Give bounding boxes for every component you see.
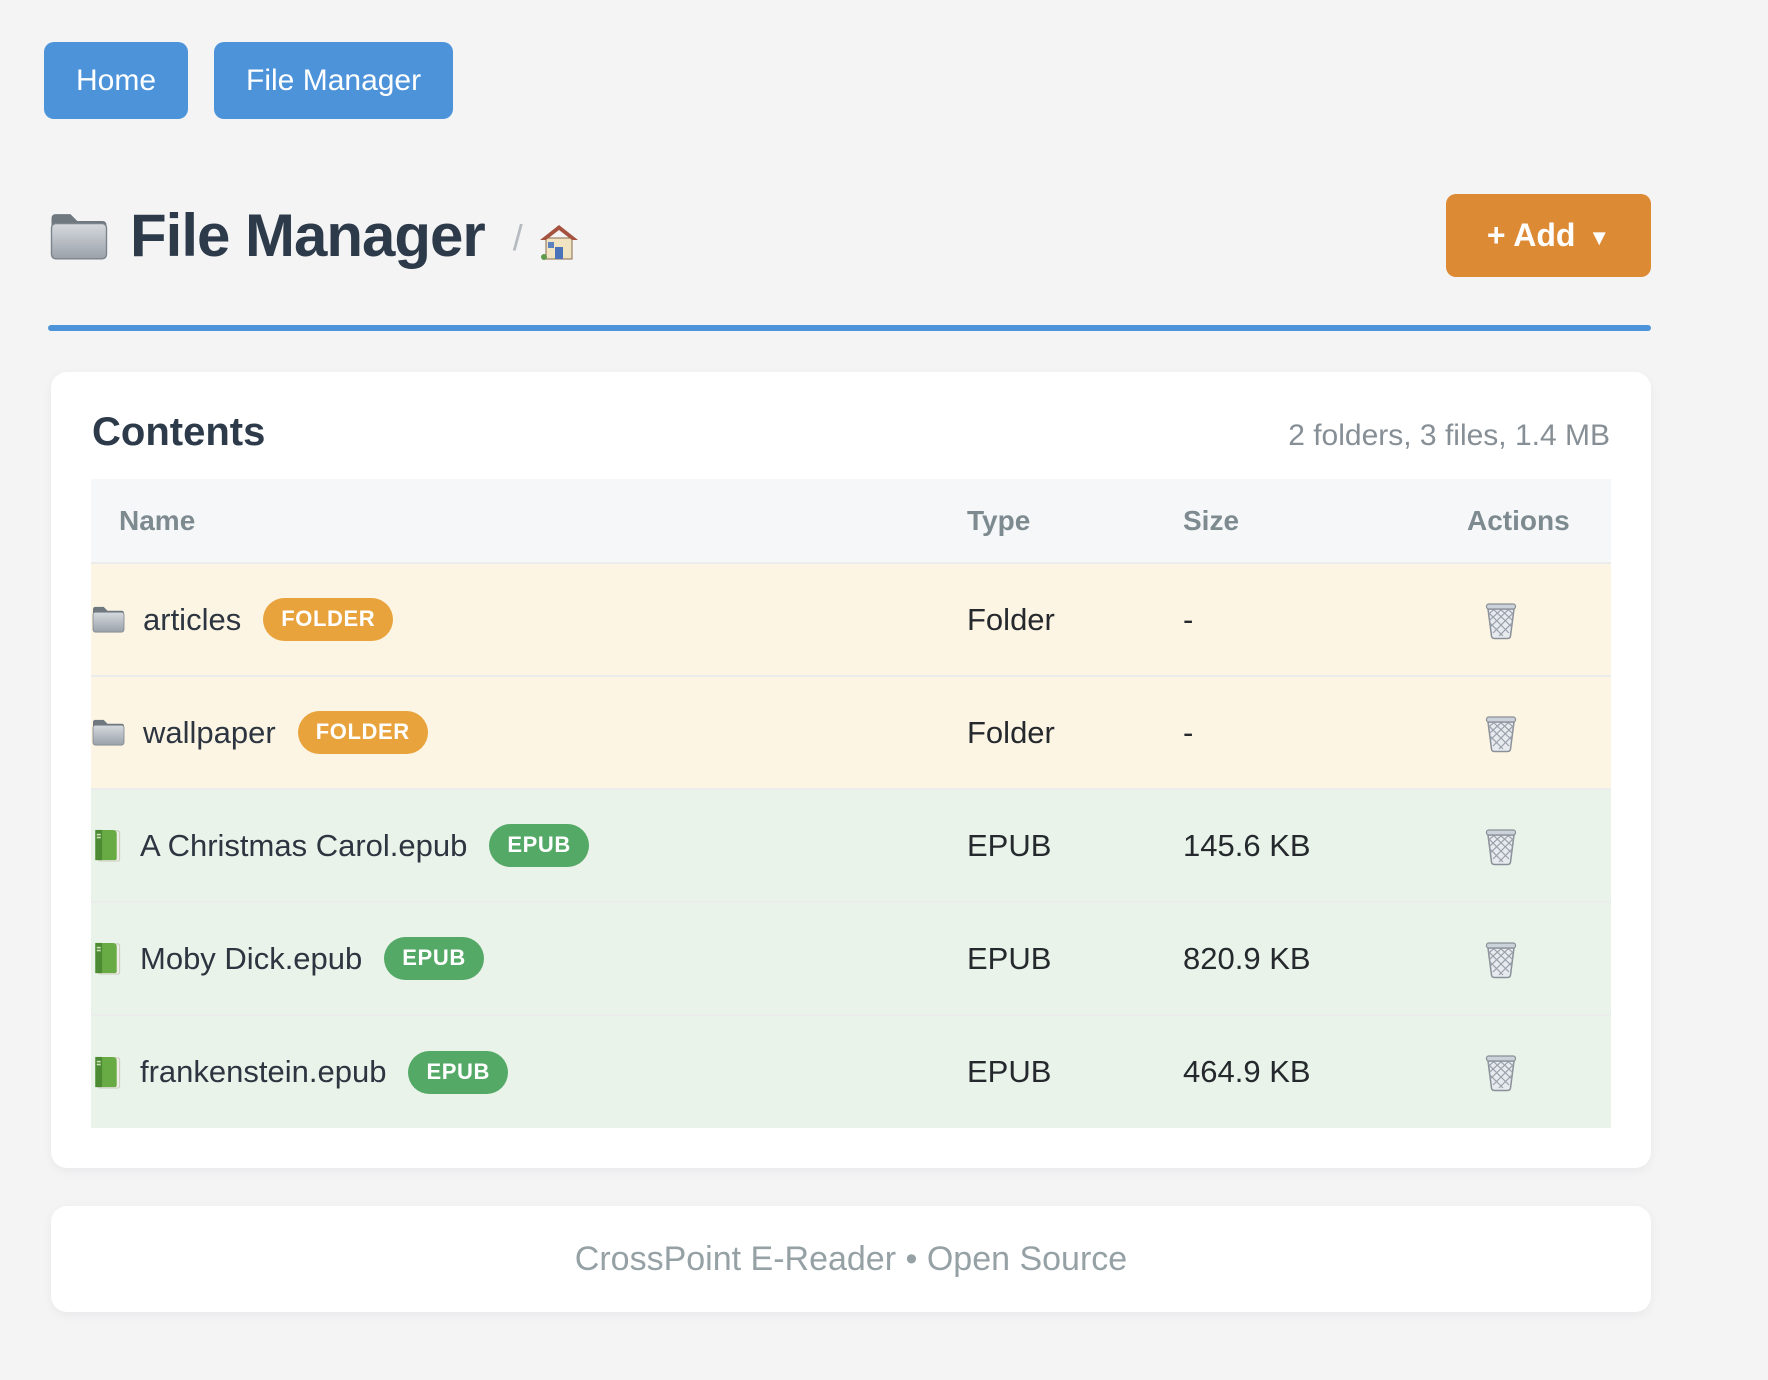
files-table-body: articles FOLDER Folder - — [91, 563, 1611, 1128]
page-title: File Manager — [130, 202, 486, 269]
file-type: EPUB — [967, 1054, 1052, 1089]
nav-home-button[interactable]: Home — [44, 42, 189, 119]
file-name[interactable]: frankenstein.epub — [140, 1054, 387, 1089]
folder-icon — [48, 209, 110, 264]
file-name[interactable]: wallpaper — [143, 714, 276, 750]
book-icon — [91, 1055, 123, 1090]
nav-file-manager-button[interactable]: File Manager — [214, 42, 454, 119]
file-size: - — [1183, 714, 1194, 750]
table-row: Moby Dick.epub EPUB EPUB 820.9 KB — [91, 902, 1611, 1015]
name-cell: articles FOLDER — [91, 563, 967, 676]
file-type: EPUB — [967, 940, 1052, 976]
actions-cell — [1467, 563, 1611, 676]
folder-icon — [91, 604, 126, 635]
page-header: File Manager / — [48, 206, 579, 266]
folder-icon — [91, 717, 126, 748]
file-type-badge: FOLDER — [297, 711, 428, 754]
table-row: frankenstein.epub EPUB EPUB 464.9 KB — [91, 1015, 1611, 1128]
name-cell: A Christmas Carol.epub EPUB — [91, 789, 967, 902]
book-icon — [91, 828, 123, 863]
actions-cell — [1467, 1015, 1611, 1128]
contents-card-header: Contents 2 folders, 3 files, 1.4 MB — [92, 410, 1610, 455]
file-type-badge: EPUB — [489, 824, 589, 867]
contents-heading: Contents — [92, 410, 266, 454]
add-button[interactable]: + Add ▼ — [1446, 194, 1651, 277]
file-type: Folder — [967, 714, 1055, 750]
actions-cell — [1467, 676, 1611, 789]
column-header-actions: Actions — [1467, 504, 1570, 536]
file-type-badge: EPUB — [408, 1050, 508, 1094]
breadcrumb-home-icon[interactable] — [539, 223, 579, 261]
footer-text: CrossPoint E-Reader • Open Source — [574, 1239, 1128, 1278]
file-size: - — [1183, 601, 1194, 637]
name-cell: Moby Dick.epub EPUB — [91, 902, 967, 1015]
file-name[interactable]: Moby Dick.epub — [140, 940, 363, 976]
top-nav: Home File Manager — [44, 42, 454, 119]
delete-button[interactable] — [1467, 713, 1519, 753]
table-row: A Christmas Carol.epub EPUB EPUB 145.6 K… — [91, 789, 1611, 902]
delete-button[interactable] — [1467, 1052, 1519, 1092]
file-name[interactable]: A Christmas Carol.epub — [140, 827, 468, 863]
file-size: 464.9 KB — [1183, 1054, 1311, 1089]
footer: CrossPoint E-Reader • Open Source — [51, 1206, 1651, 1312]
breadcrumb-separator: / — [512, 217, 523, 258]
file-name[interactable]: articles — [143, 601, 242, 637]
contents-card: Contents 2 folders, 3 files, 1.4 MB Name… — [51, 372, 1651, 1168]
delete-button[interactable] — [1467, 826, 1519, 866]
book-icon — [91, 941, 123, 976]
delete-button[interactable] — [1467, 939, 1519, 979]
file-size: 820.9 KB — [1183, 940, 1311, 976]
column-header-size: Size — [1183, 504, 1240, 536]
name-cell: frankenstein.epub EPUB — [91, 1015, 967, 1128]
header-divider — [48, 325, 1651, 331]
file-type: Folder — [967, 601, 1055, 637]
file-type: EPUB — [967, 827, 1052, 863]
actions-cell — [1467, 789, 1611, 902]
add-button-label: + Add — [1486, 217, 1576, 253]
file-type-badge: FOLDER — [263, 598, 394, 641]
actions-cell — [1467, 902, 1611, 1015]
contents-summary: 2 folders, 3 files, 1.4 MB — [1288, 419, 1610, 452]
table-row: wallpaper FOLDER Folder - — [91, 676, 1611, 789]
column-header-type: Type — [967, 504, 1031, 536]
table-header-row: Name Type Size Actions — [91, 479, 1611, 563]
table-row: articles FOLDER Folder - — [91, 563, 1611, 676]
file-type-badge: EPUB — [384, 937, 484, 980]
column-header-name: Name — [119, 504, 196, 536]
delete-button[interactable] — [1467, 600, 1519, 640]
name-cell: wallpaper FOLDER — [91, 676, 967, 789]
files-table: Name Type Size Actions — [91, 479, 1611, 1128]
file-size: 145.6 KB — [1183, 827, 1311, 863]
chevron-down-icon: ▼ — [1588, 224, 1611, 250]
